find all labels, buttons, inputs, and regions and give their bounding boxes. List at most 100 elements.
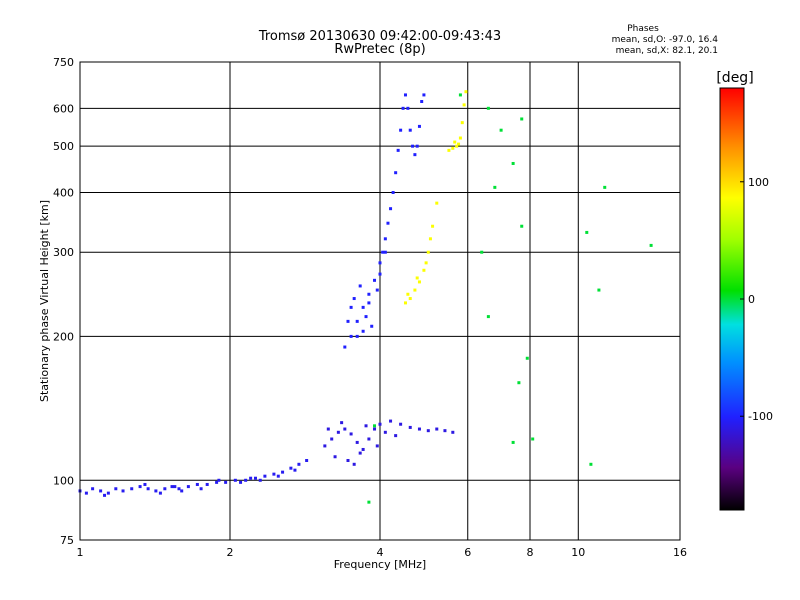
data-point xyxy=(186,485,190,489)
data-point xyxy=(428,237,432,241)
data-point xyxy=(458,93,462,97)
data-point xyxy=(361,447,365,451)
data-point xyxy=(381,250,385,254)
x-tick-label: 1 xyxy=(77,546,84,559)
data-point xyxy=(289,466,293,470)
data-point xyxy=(364,315,368,319)
data-point xyxy=(297,462,301,466)
data-point xyxy=(378,261,382,265)
data-point xyxy=(422,268,426,272)
data-point xyxy=(603,185,607,189)
data-point xyxy=(138,485,142,489)
data-point xyxy=(361,329,365,333)
data-point xyxy=(239,480,243,484)
data-point xyxy=(106,491,110,495)
data-point xyxy=(305,458,309,462)
data-point xyxy=(370,324,374,328)
data-point xyxy=(389,419,393,423)
grid-lines xyxy=(80,62,680,540)
data-point xyxy=(154,489,158,493)
y-tick-label: 600 xyxy=(53,102,74,115)
data-point xyxy=(394,434,398,438)
data-point xyxy=(373,427,377,431)
data-point xyxy=(103,493,107,497)
data-point xyxy=(408,425,412,429)
data-points xyxy=(78,90,653,504)
data-point xyxy=(413,153,417,157)
data-point xyxy=(177,487,181,491)
data-point xyxy=(451,430,455,434)
data-point xyxy=(330,437,334,441)
data-point xyxy=(367,437,371,441)
data-point xyxy=(451,146,455,150)
data-point xyxy=(486,106,490,110)
data-point xyxy=(413,288,417,292)
data-point xyxy=(406,106,410,110)
data-point xyxy=(276,474,280,478)
data-point xyxy=(180,489,184,493)
data-point xyxy=(352,297,356,301)
data-point xyxy=(597,288,601,292)
data-point xyxy=(378,422,382,426)
data-point xyxy=(224,480,228,484)
y-tick-label: 750 xyxy=(53,56,74,69)
data-point xyxy=(343,345,347,349)
data-point xyxy=(215,480,219,484)
data-point xyxy=(383,250,387,254)
data-point xyxy=(130,487,134,491)
x-tick-label: 6 xyxy=(464,546,471,559)
data-point xyxy=(399,422,403,426)
data-point xyxy=(480,250,484,254)
data-point xyxy=(378,272,382,276)
data-point xyxy=(493,185,497,189)
data-point xyxy=(91,487,95,491)
data-point xyxy=(403,301,407,305)
data-point xyxy=(431,224,435,228)
data-point xyxy=(375,288,379,292)
data-point xyxy=(406,292,410,296)
data-point xyxy=(435,427,439,431)
x-axis-label: Frequency [MHz] xyxy=(334,558,426,571)
data-point xyxy=(233,478,237,482)
data-point xyxy=(396,148,400,152)
data-point xyxy=(517,381,521,385)
data-point xyxy=(367,292,371,296)
data-point xyxy=(163,487,167,491)
colorbar-tick-label: 100 xyxy=(748,176,769,189)
data-point xyxy=(447,148,451,152)
data-point xyxy=(343,427,347,431)
data-point xyxy=(361,305,365,309)
data-point xyxy=(336,430,340,434)
colorbar-label: [deg] xyxy=(716,70,753,86)
y-tick-label: 200 xyxy=(53,330,74,343)
data-point xyxy=(453,140,457,144)
data-point xyxy=(511,440,515,444)
data-point xyxy=(520,224,524,228)
data-point xyxy=(293,468,297,472)
data-point xyxy=(403,93,407,97)
data-point xyxy=(358,284,362,288)
data-point xyxy=(217,478,221,482)
phase-stats-x: mean, sd,X: 82.1, 20.1 xyxy=(616,46,718,56)
data-point xyxy=(426,429,430,433)
data-point xyxy=(114,487,118,491)
data-point xyxy=(408,128,412,132)
data-point xyxy=(417,280,421,284)
data-point xyxy=(326,427,330,431)
data-point xyxy=(143,482,147,486)
data-point xyxy=(462,103,466,107)
data-point xyxy=(281,470,285,474)
data-point xyxy=(199,487,203,491)
y-tick-label: 500 xyxy=(53,140,74,153)
data-point xyxy=(457,142,461,146)
data-point xyxy=(417,427,421,431)
plot-frame xyxy=(79,61,681,541)
y-tick-label: 400 xyxy=(53,186,74,199)
data-point xyxy=(525,356,529,360)
axis-ticks: 1 2 4 6 8 10 16 75 100 200 300 400 500 600 750 xyxy=(53,56,687,559)
data-point xyxy=(589,462,593,466)
colorbar-ticks: 100 0 -100 xyxy=(740,176,773,423)
x-tick-label: 2 xyxy=(227,546,234,559)
data-point xyxy=(401,106,405,110)
data-point xyxy=(375,444,379,448)
